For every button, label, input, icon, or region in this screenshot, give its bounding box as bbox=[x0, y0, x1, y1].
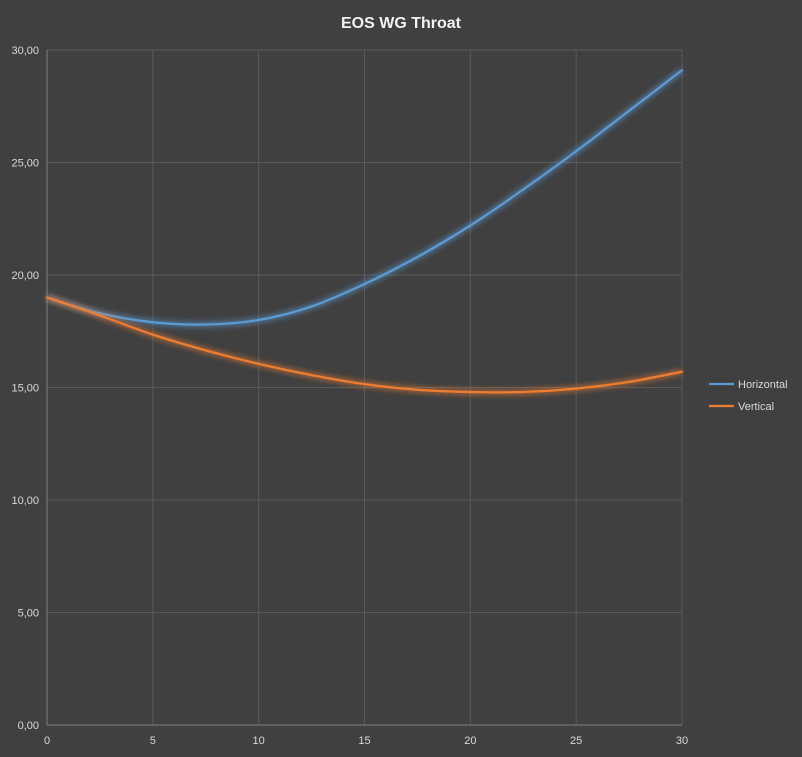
y-tick-label: 10,00 bbox=[11, 495, 39, 507]
x-tick-label: 25 bbox=[570, 735, 582, 747]
chart-title: EOS WG Throat bbox=[341, 15, 462, 32]
series-line-vertical bbox=[45, 296, 684, 394]
legend-label-horizontal: Horizontal bbox=[738, 379, 788, 391]
series-lines bbox=[45, 67, 685, 396]
x-tick-label: 5 bbox=[150, 735, 156, 747]
x-tick-label: 15 bbox=[358, 735, 370, 747]
x-tick-label: 0 bbox=[44, 735, 50, 747]
x-tick-label: 20 bbox=[464, 735, 476, 747]
x-tick-label: 10 bbox=[253, 735, 265, 747]
legend: Horizontal Vertical bbox=[709, 379, 788, 413]
series-line-horizontal bbox=[45, 69, 684, 326]
y-tick-label: 30,00 bbox=[11, 45, 39, 57]
y-tick-label: 20,00 bbox=[11, 270, 39, 282]
y-tick-label: 15,00 bbox=[11, 383, 39, 395]
axes: 0,00 5,00 10,00 15,00 20,00 25,00 30,00 0 5 10 15 2… bbox=[11, 45, 688, 747]
x-tick-label: 30 bbox=[676, 735, 688, 747]
y-tick-label: 25,00 bbox=[11, 158, 39, 170]
legend-label-vertical: Vertical bbox=[738, 401, 774, 413]
y-tick-label: 5,00 bbox=[18, 608, 39, 620]
y-tick-label: 0,00 bbox=[18, 720, 39, 732]
